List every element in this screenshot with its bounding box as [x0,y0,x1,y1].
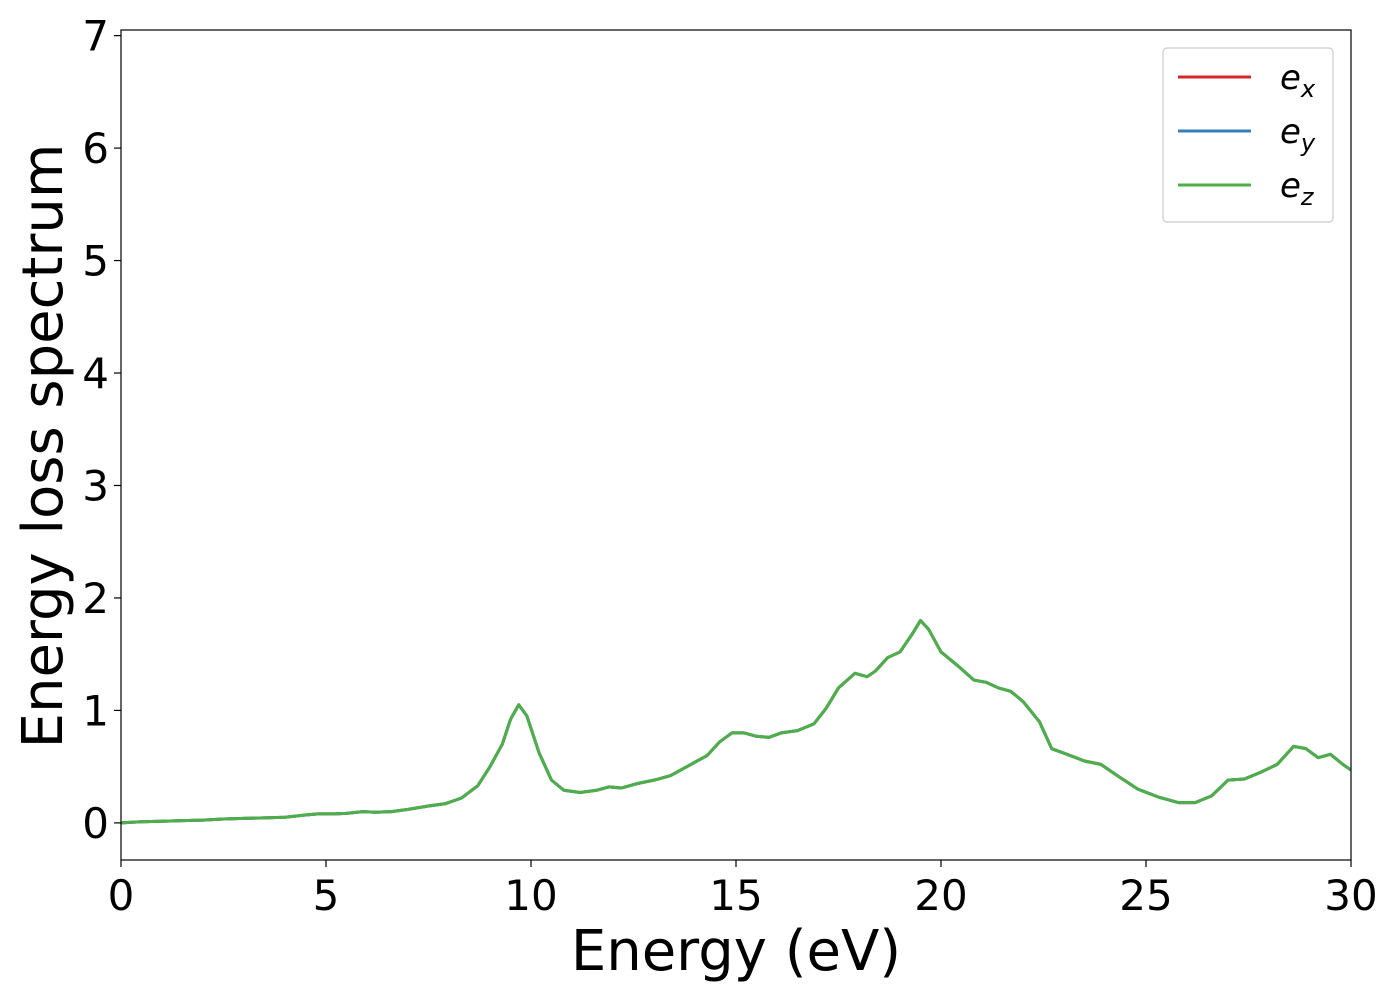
x-axis-label: Energy (eV) [571,919,901,984]
legend-label: ey [1280,112,1316,157]
y-tick-label: 3 [82,461,109,510]
y-tick-label: 7 [82,12,109,61]
series-line-x [121,618,1351,825]
legend-label-base: e [1280,166,1301,206]
x-tick-label: 5 [313,871,340,920]
y-tick-label: 5 [82,237,109,286]
x-tick-label: 15 [709,871,762,920]
series-line-y [121,618,1351,825]
x-tick-label: 10 [504,871,557,920]
y-tick-label: 0 [82,799,109,848]
x-tick-label: 20 [914,871,967,920]
legend-label-base: e [1280,112,1301,152]
series-lines [121,618,1351,825]
y-tick-label: 4 [82,349,109,398]
y-axis-label: Energy loss spectrum [11,144,76,749]
series-line-z [121,618,1351,825]
x-tick-label: 30 [1324,871,1377,920]
y-axis-ticks: 0 1 2 3 4 5 6 7 [82,12,121,848]
y-tick-label: 6 [82,124,109,173]
legend-item-y: ey [1178,112,1316,157]
legend-label-subscript: z [1300,183,1315,211]
x-axis-ticks: 0 5 10 15 20 25 30 [108,860,1378,920]
legend-label: ex [1280,58,1316,103]
y-tick-label: 2 [82,574,109,623]
y-tick-label: 1 [82,686,109,735]
x-tick-label: 25 [1119,871,1172,920]
legend-label-base: e [1280,58,1301,98]
legend-item-z: ez [1178,166,1315,211]
x-tick-label: 0 [108,871,135,920]
legend-item-x: ex [1178,58,1316,103]
legend-box [1162,47,1334,223]
legend-label-subscript: y [1300,129,1316,157]
legend-label: ez [1280,166,1315,211]
legend-label-subscript: x [1300,75,1316,103]
